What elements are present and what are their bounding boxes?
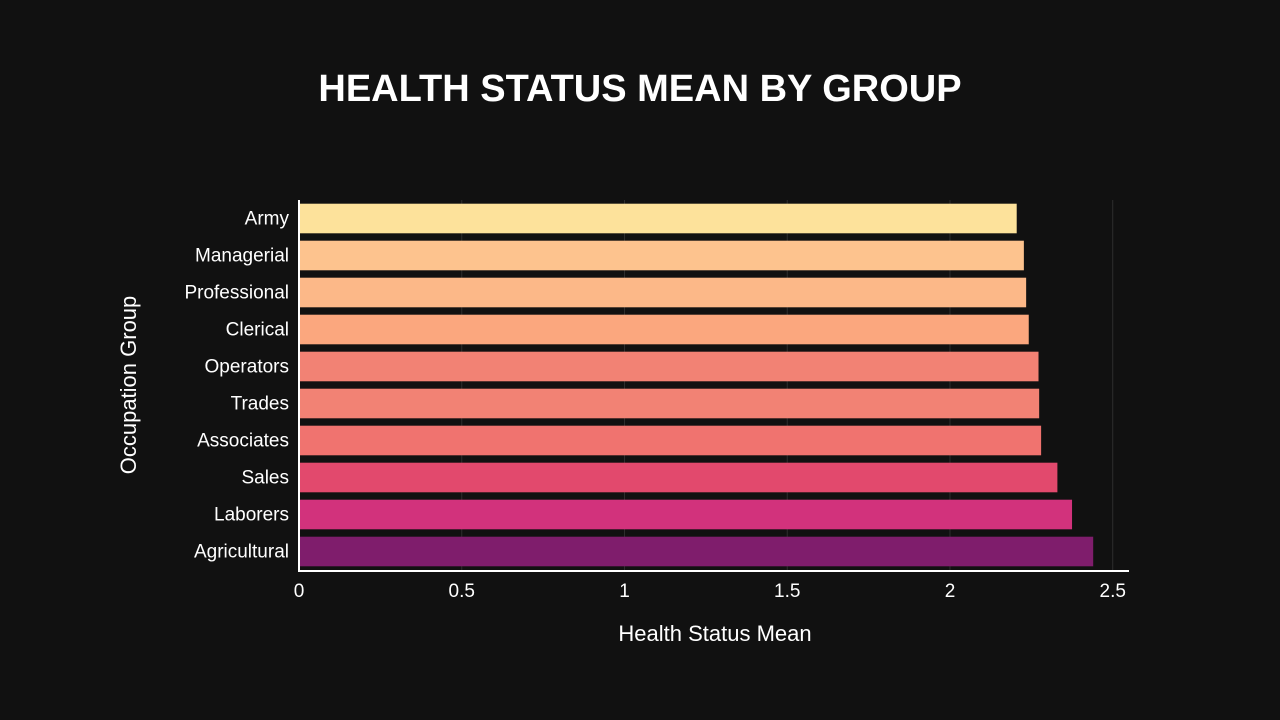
- bar-laborers[interactable]: [300, 499, 1073, 530]
- y-tick-label: Trades: [231, 394, 289, 415]
- y-tick-label: Agricultural: [194, 542, 289, 563]
- bar-army[interactable]: [300, 203, 1017, 234]
- x-tick-label: 1: [619, 581, 630, 602]
- bar-clerical[interactable]: [300, 314, 1029, 345]
- x-tick-label: 2.5: [1100, 581, 1126, 602]
- y-axis-title: Occupation Group: [116, 296, 141, 475]
- bar-professional[interactable]: [300, 277, 1027, 308]
- y-tick-label: Clerical: [226, 320, 289, 341]
- axes: [298, 200, 1129, 572]
- y-tick-label: Laborers: [214, 505, 289, 526]
- y-tick-label: Professional: [184, 283, 289, 304]
- bar-sales[interactable]: [300, 462, 1058, 493]
- x-tick-labels: 0 0.5 1 1.5 2 2.5: [294, 581, 1126, 602]
- x-tick-label: 0: [294, 581, 305, 602]
- bar-associates[interactable]: [300, 425, 1042, 456]
- x-tick-label: 2: [945, 581, 956, 602]
- bar-agricultural[interactable]: [300, 536, 1094, 567]
- y-tick-label: Operators: [205, 357, 289, 378]
- chart-title: HEALTH STATUS MEAN BY GROUP: [318, 68, 961, 110]
- y-tick-label: Managerial: [195, 246, 289, 267]
- x-axis-title: Health Status Mean: [618, 621, 811, 646]
- x-tick-label: 0.5: [449, 581, 475, 602]
- x-tick-label: 1.5: [774, 581, 800, 602]
- y-tick-label: Associates: [197, 431, 289, 452]
- y-tick-label: Army: [245, 209, 290, 230]
- bar-operators[interactable]: [300, 351, 1039, 382]
- y-tick-labels: Army Managerial Professional Clerical Operat…: [184, 209, 289, 563]
- bar-managerial[interactable]: [300, 240, 1024, 271]
- y-tick-label: Sales: [241, 468, 289, 489]
- bars: [300, 203, 1094, 567]
- bar-trades[interactable]: [300, 388, 1040, 419]
